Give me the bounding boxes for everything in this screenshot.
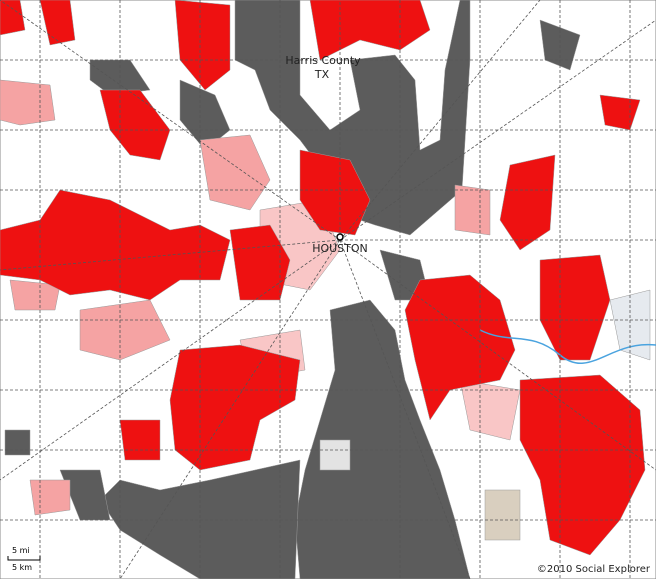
red-region <box>119 419 161 461</box>
red-region <box>404 274 516 421</box>
pink-region <box>199 134 271 211</box>
gray-region <box>234 0 471 236</box>
copyright: ©2010 Social Explorer <box>537 564 651 575</box>
scale-km: 5 km <box>12 563 32 572</box>
red-regions <box>0 0 646 556</box>
red-region <box>169 344 301 471</box>
gray-region <box>4 429 31 456</box>
state-label: TX <box>314 68 330 81</box>
scale-line <box>7 556 41 561</box>
red-region <box>0 189 231 301</box>
city-marker <box>336 233 344 241</box>
county-label: Harris County <box>285 54 361 67</box>
city-label: HOUSTON <box>312 242 368 255</box>
red-region <box>0 0 26 36</box>
pink-region <box>29 479 71 516</box>
red-region <box>229 224 291 301</box>
scale-bar: 5 mi 5 km <box>7 546 41 572</box>
red-region <box>299 149 371 236</box>
gray-regions <box>4 0 581 579</box>
airport <box>484 489 521 541</box>
pink-region <box>79 299 171 361</box>
pink-region <box>459 379 521 441</box>
gray-region <box>294 299 471 579</box>
park <box>319 439 351 471</box>
pink-region <box>0 79 56 126</box>
scale-miles: 5 mi <box>12 546 30 555</box>
red-region <box>174 0 231 91</box>
pink-region <box>9 279 61 311</box>
red-region <box>39 0 76 46</box>
pink-region <box>454 184 491 236</box>
red-region <box>519 374 646 556</box>
